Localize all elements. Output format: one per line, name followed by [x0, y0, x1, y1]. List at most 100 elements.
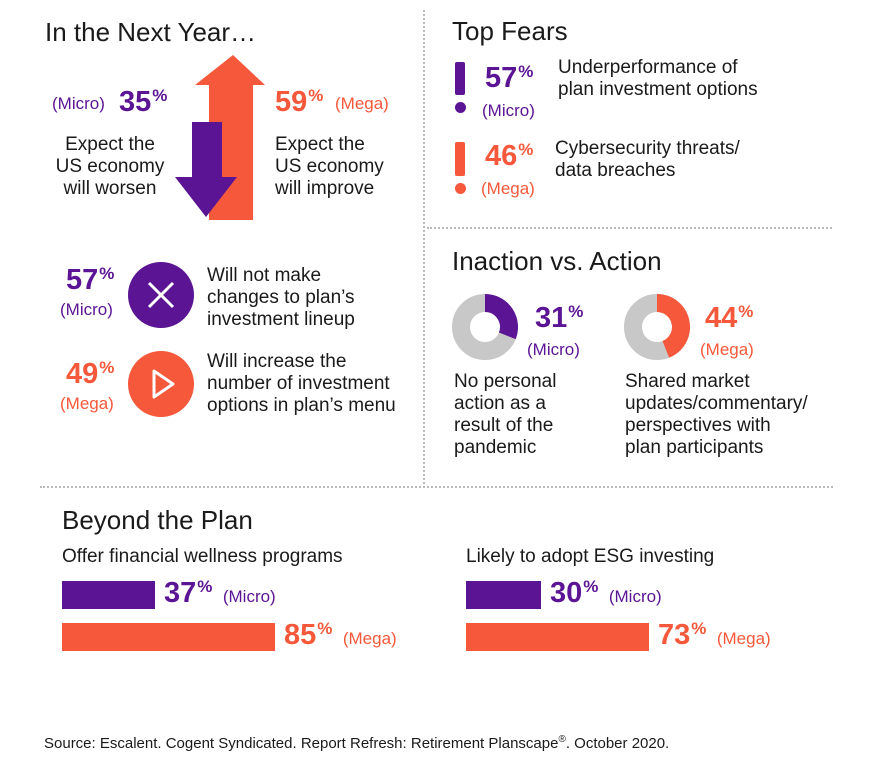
inaction-title: Inaction vs. Action	[452, 246, 662, 276]
exclamation-dot	[455, 102, 466, 113]
beyond-title: Beyond the Plan	[62, 505, 253, 535]
inaction-group-label: (Micro)	[527, 340, 580, 359]
percent-sign: %	[518, 140, 534, 159]
fear-text: Underperformance of plan investment opti…	[558, 57, 758, 101]
action-text-line: Will not make	[207, 265, 322, 286]
next-year-title: In the Next Year…	[45, 17, 257, 47]
donut-slice	[656, 294, 690, 358]
worsen-text-line: US economy	[55, 156, 165, 177]
fear-group-label: (Mega)	[481, 179, 535, 198]
inaction-text-line: action as a	[454, 393, 546, 414]
action-share-text-line: plan participants	[625, 437, 764, 458]
bar-percent-value: 37	[164, 577, 197, 609]
action-share-percent-value: 44	[705, 302, 738, 334]
donut-slice	[484, 294, 518, 340]
action-share-text-line: perspectives with	[625, 415, 771, 436]
action-text-line: changes to plan’s	[207, 287, 355, 308]
improve-percent: 59%	[275, 86, 324, 118]
percent-sign: %	[583, 577, 599, 596]
improve-text-line: US economy	[275, 156, 384, 177]
worsen-text-line: Expect the	[65, 134, 155, 155]
fear-text-line: plan investment options	[558, 79, 758, 100]
fear-percent: 46%	[485, 140, 534, 172]
bar-percent-value: 73	[658, 619, 691, 651]
economy-arrows	[175, 55, 265, 220]
bar	[62, 623, 275, 651]
bar-label: 85% (Mega)	[284, 619, 397, 651]
fear-group-label: (Micro)	[482, 101, 535, 120]
inaction-text-line: pandemic	[454, 437, 537, 458]
action-percent: 49%	[66, 358, 115, 390]
inaction-text-line: No personal	[454, 371, 557, 392]
inaction-text-line: result of the	[454, 415, 554, 436]
worsen-percent: 35%	[119, 86, 168, 118]
exclamation-dot	[455, 183, 466, 194]
improve-text: Expect the US economy will improve	[275, 134, 384, 200]
source-tail: . October 2020.	[565, 735, 670, 752]
improve-group-label: (Mega)	[335, 94, 389, 113]
donut-chart	[624, 294, 690, 360]
fear-text-line: Underperformance of	[558, 57, 738, 78]
percent-sign: %	[197, 577, 213, 596]
bar-label: 73% (Mega)	[658, 619, 771, 651]
action-share-group-label: (Mega)	[700, 340, 754, 359]
top-fears-title: Top Fears	[452, 16, 568, 46]
bar-percent: 37%	[164, 577, 212, 609]
action-text: Will increase the number of investment o…	[207, 351, 396, 417]
inaction-percent-value: 31	[535, 302, 568, 334]
exclamation-icon	[455, 62, 465, 95]
worsen-group-label: (Micro)	[52, 94, 105, 113]
bar-percent: 85%	[284, 619, 332, 651]
bar	[466, 581, 541, 609]
bar-group-label: (Micro)	[222, 587, 276, 606]
bar	[466, 623, 649, 651]
action-share-text-line: Shared market	[625, 371, 750, 392]
bar-percent-value: 30	[550, 577, 583, 609]
source-text: Source: Escalent. Cogent Syndicated. Rep…	[44, 735, 559, 752]
action-text-line: Will increase the	[207, 351, 347, 372]
fear-text: Cybersecurity threats/ data breaches	[555, 138, 740, 182]
action-group-label: (Mega)	[60, 394, 114, 413]
arrow-down-icon	[175, 122, 237, 217]
action-text: Will not make changes to plan’s investme…	[207, 265, 355, 331]
worsen-percent-value: 35	[119, 86, 152, 118]
x-icon	[128, 262, 194, 328]
action-percent-value: 49	[66, 358, 99, 390]
bar-label: 30% (Micro)	[550, 577, 662, 609]
fear-percent: 57%	[485, 62, 534, 94]
divider-vertical	[423, 10, 425, 484]
improve-percent-value: 59	[275, 86, 308, 118]
bar-percent-value: 85	[284, 619, 317, 651]
percent-sign: %	[152, 86, 168, 105]
action-text-line: number of investment	[207, 373, 390, 394]
divider-horizontal-right	[427, 227, 832, 229]
action-share-text: Shared market updates/commentary/ perspe…	[625, 371, 808, 459]
bar-label: 37% (Micro)	[164, 577, 276, 609]
action-text-line: investment lineup	[207, 309, 355, 330]
percent-sign: %	[738, 302, 754, 321]
percent-sign: %	[691, 619, 707, 638]
percent-sign: %	[518, 62, 534, 81]
beyond-group-label: Offer financial wellness programs	[62, 546, 343, 567]
percent-sign: %	[308, 86, 324, 105]
bar-group-label: (Micro)	[608, 587, 662, 606]
action-percent-value: 57	[66, 264, 99, 296]
percent-sign: %	[568, 302, 584, 321]
action-group-label: (Micro)	[60, 300, 113, 319]
fear-percent-value: 46	[485, 140, 518, 172]
fear-percent-value: 57	[485, 62, 518, 94]
bar-group-label: (Mega)	[716, 629, 771, 648]
exclamation-icon	[455, 142, 465, 176]
divider-horizontal-bottom	[40, 486, 833, 488]
play-icon	[128, 351, 194, 417]
bar	[62, 581, 155, 609]
worsen-text-line: will worsen	[63, 178, 157, 199]
action-text-line: options in plan’s menu	[207, 395, 396, 416]
source-note: Source: Escalent. Cogent Syndicated. Rep…	[44, 734, 669, 752]
action-percent: 57%	[66, 264, 114, 296]
action-share-percent: 44%	[705, 302, 754, 334]
fear-text-line: data breaches	[555, 160, 676, 181]
percent-sign: %	[99, 358, 115, 377]
improve-text-line: Expect the	[275, 134, 365, 155]
registered-mark: ®	[558, 734, 566, 745]
